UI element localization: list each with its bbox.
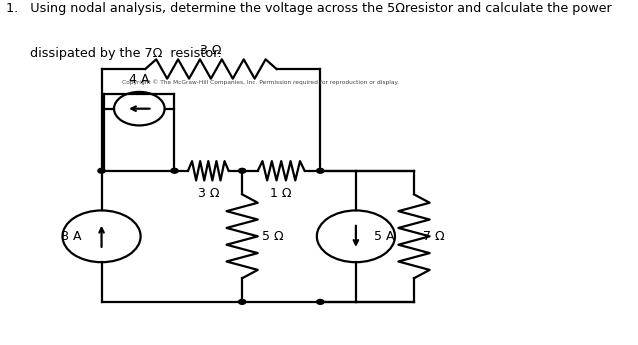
Circle shape xyxy=(239,168,246,173)
Text: Copyright © The McGraw-Hill Companies, Inc. Permission required for reproduction: Copyright © The McGraw-Hill Companies, I… xyxy=(122,79,399,85)
Text: 4 A: 4 A xyxy=(129,73,149,86)
Circle shape xyxy=(98,168,105,173)
Text: 5 Ω: 5 Ω xyxy=(262,230,283,243)
Text: 8 A: 8 A xyxy=(61,230,82,243)
Text: dissipated by the 7Ω  resistor.: dissipated by the 7Ω resistor. xyxy=(6,47,222,60)
Circle shape xyxy=(239,299,246,304)
Text: 5 A: 5 A xyxy=(374,230,395,243)
Circle shape xyxy=(316,299,324,304)
Text: 7 Ω: 7 Ω xyxy=(424,230,445,243)
Circle shape xyxy=(171,168,178,173)
Text: 1.   Using nodal analysis, determine the voltage across the 5Ωresistor and calcu: 1. Using nodal analysis, determine the v… xyxy=(6,2,612,15)
Circle shape xyxy=(316,168,324,173)
Text: 3 Ω: 3 Ω xyxy=(198,187,219,200)
Text: 3 Ω: 3 Ω xyxy=(200,43,221,57)
Text: 1 Ω: 1 Ω xyxy=(271,187,292,200)
